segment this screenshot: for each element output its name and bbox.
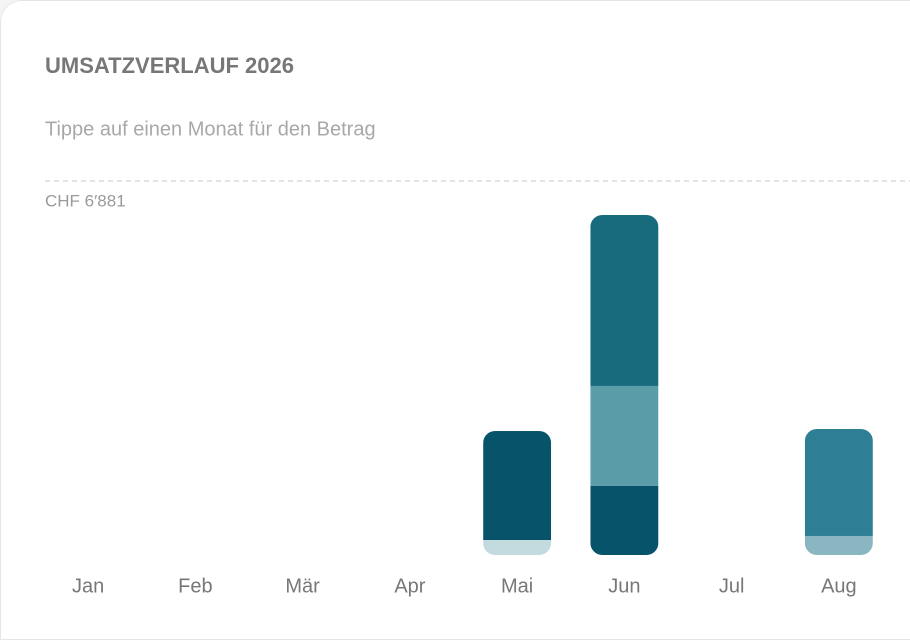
chart-subtitle: Tippe auf einen Monat für den Betrag [45,118,376,140]
bar-segment[interactable] [804,535,873,555]
x-tick-label: Mär [285,575,320,597]
x-tick-label: Aug [821,575,857,597]
x-tick-label: Jul [719,575,745,597]
bar-segment[interactable] [483,431,552,540]
bar-segment[interactable] [590,214,659,386]
x-tick-label: Mai [501,575,533,597]
x-tick-label: Jun [608,575,640,597]
chart: UMSATZVERLAUF 2026 Tippe auf einen Monat… [45,53,910,597]
bar-stack[interactable] [483,431,552,555]
x-tick-label: Feb [178,575,212,597]
chart-title: UMSATZVERLAUF 2026 [45,53,294,78]
bar-stack[interactable] [590,214,659,555]
bar-segment[interactable] [483,539,552,555]
bar-stack[interactable] [804,428,873,555]
bar-segment[interactable] [590,485,659,555]
bar-segment[interactable] [590,385,659,486]
x-tick-label: Apr [394,575,425,597]
y-tick-label: CHF 6′881 [45,191,126,210]
bar-segment[interactable] [804,428,873,536]
x-tick-label: Jan [72,575,104,597]
